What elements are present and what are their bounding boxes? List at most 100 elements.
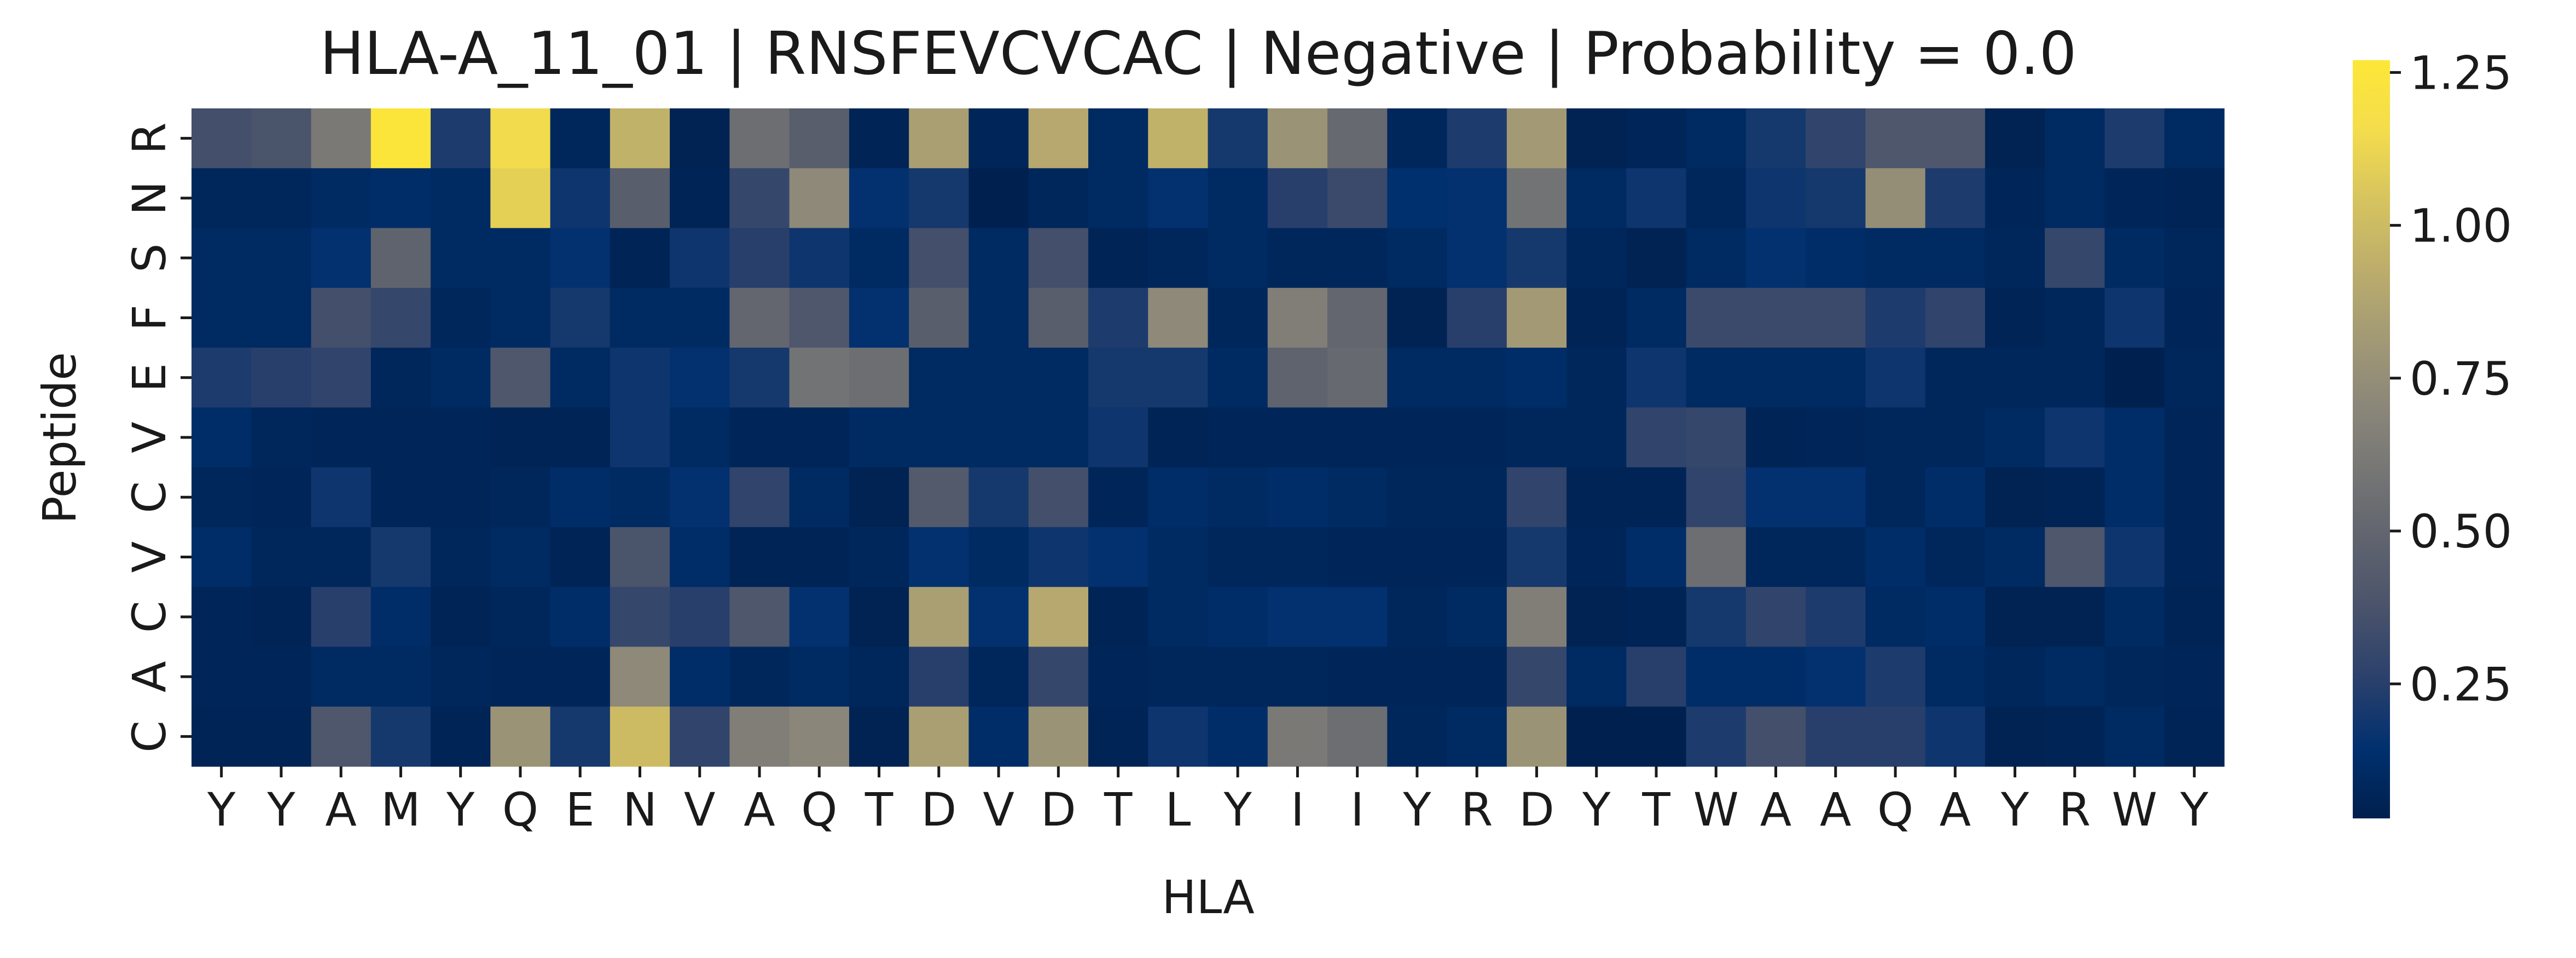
heatmap-cell	[2104, 527, 2165, 587]
x-tick-label: I	[1350, 783, 1364, 836]
heatmap-cell	[251, 587, 312, 648]
heatmap-cell	[251, 228, 312, 288]
heatmap-cell	[1865, 228, 1926, 288]
heatmap-cell	[1626, 168, 1687, 229]
heatmap-cell	[1208, 287, 1268, 348]
heatmap-cell	[1088, 647, 1148, 707]
x-tick-label: V	[983, 783, 1014, 836]
heatmap-cell	[1925, 467, 1986, 528]
heatmap-cell	[729, 108, 790, 169]
heatmap-cell	[1745, 407, 1806, 468]
heatmap-cell	[670, 647, 730, 707]
heatmap-cell	[789, 407, 850, 468]
heatmap-cell	[1327, 587, 1388, 648]
heatmap-cell	[192, 228, 252, 288]
heatmap-cell	[1506, 527, 1567, 587]
heatmap-cell	[2164, 348, 2225, 408]
heatmap-cell	[1088, 407, 1148, 468]
heatmap-cell	[2104, 407, 2165, 468]
heatmap-cell	[1626, 587, 1687, 648]
heatmap-cell	[1745, 706, 1806, 767]
heatmap-cell	[1267, 348, 1328, 408]
heatmap-cell	[550, 348, 611, 408]
heatmap-cell	[370, 108, 431, 169]
heatmap-cell	[789, 527, 850, 587]
heatmap-cell	[1806, 527, 1866, 587]
heatmap-cell	[1626, 287, 1687, 348]
heatmap-cell	[1208, 647, 1268, 707]
heatmap-cell	[610, 228, 670, 288]
heatmap-cell	[849, 287, 909, 348]
heatmap-cell	[968, 168, 1029, 229]
heatmap-cell	[729, 348, 790, 408]
heatmap-cell	[192, 467, 252, 528]
heatmap-cell	[311, 647, 372, 707]
heatmap-cell	[1806, 587, 1866, 648]
heatmap-cell	[550, 168, 611, 229]
heatmap-cell	[1745, 348, 1806, 408]
heatmap-cell	[1925, 647, 1986, 707]
y-tick-label: V	[123, 541, 176, 573]
heatmap-cell	[490, 587, 551, 648]
heatmap-cell	[370, 647, 431, 707]
heatmap-cell	[909, 348, 970, 408]
heatmap-cell	[1985, 647, 2045, 707]
heatmap-cell	[1267, 587, 1328, 648]
heatmap-cell	[490, 228, 551, 288]
x-tick-label: T	[1104, 783, 1133, 836]
heatmap-cell	[1148, 228, 1209, 288]
heatmap-cell	[370, 228, 431, 288]
x-tick-label: I	[1291, 783, 1304, 836]
heatmap-cell	[1806, 287, 1866, 348]
heatmap-cell	[1506, 228, 1567, 288]
x-tick-label: Y	[2180, 783, 2209, 836]
heatmap-cell	[1626, 407, 1687, 468]
heatmap-cell	[1626, 348, 1687, 408]
heatmap-cell	[670, 287, 730, 348]
heatmap-cell	[1327, 228, 1388, 288]
heatmap-cell	[1686, 348, 1747, 408]
heatmap-cell	[909, 287, 970, 348]
heatmap-cell	[2045, 527, 2105, 587]
heatmap-cell	[1745, 168, 1806, 229]
heatmap-cell	[968, 467, 1029, 528]
y-tick-label: V	[123, 422, 176, 453]
heatmap-cell	[1745, 228, 1806, 288]
heatmap-cell	[431, 168, 491, 229]
heatmap-cell	[1745, 467, 1806, 528]
heatmap-cell	[431, 108, 491, 169]
heatmap-cell	[1028, 527, 1089, 587]
heatmap-cell	[1865, 467, 1926, 528]
heatmap-cell	[789, 228, 850, 288]
heatmap-cell	[251, 527, 312, 587]
heatmap-cell	[1567, 527, 1627, 587]
heatmap-cell	[2104, 706, 2165, 767]
heatmap-cell	[1806, 168, 1866, 229]
x-tick-label: Q	[502, 783, 538, 836]
heatmap-cell	[490, 706, 551, 767]
x-tick-label: Y	[1402, 783, 1431, 836]
heatmap-cell	[311, 108, 372, 169]
heatmap-cell	[1567, 407, 1627, 468]
heatmap-cell	[1567, 287, 1627, 348]
heatmap-cell	[1387, 108, 1448, 169]
heatmap-cell	[849, 467, 909, 528]
heatmap-cell	[431, 407, 491, 468]
heatmap-cell	[1506, 108, 1567, 169]
heatmap-cell	[1865, 407, 1926, 468]
heatmap-cell	[968, 108, 1029, 169]
heatmap-cell	[1626, 706, 1687, 767]
heatmap-cell	[550, 587, 611, 648]
heatmap-cell	[1865, 647, 1926, 707]
x-tick-label: D	[921, 783, 956, 836]
heatmap-cell	[610, 527, 670, 587]
heatmap-cell	[1267, 287, 1328, 348]
heatmap-cell	[1865, 587, 1926, 648]
x-tick-label: A	[744, 783, 775, 836]
heatmap-cell	[1327, 287, 1388, 348]
heatmap-cell	[610, 407, 670, 468]
heatmap-cell	[192, 647, 252, 707]
heatmap-cell	[431, 228, 491, 288]
heatmap-cell	[1148, 108, 1209, 169]
heatmap-cell	[1208, 706, 1268, 767]
